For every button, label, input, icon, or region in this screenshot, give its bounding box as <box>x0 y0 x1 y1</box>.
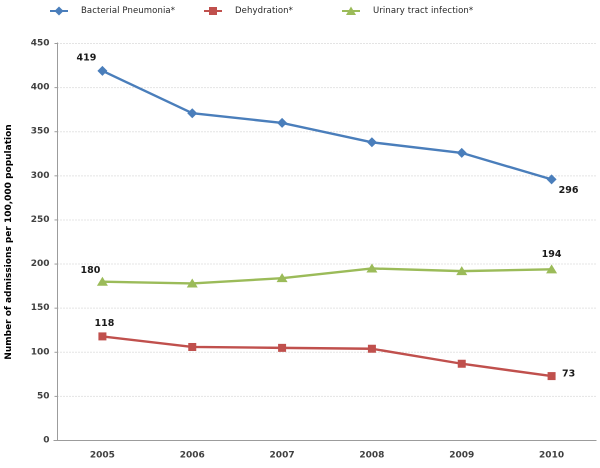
data-point-square <box>278 343 287 352</box>
y-tick-label: 50 <box>37 391 50 401</box>
y-tick-label: 300 <box>31 171 50 181</box>
data-point-diamond <box>546 174 557 185</box>
data-point-triangle <box>276 273 288 283</box>
legend-entry-urinary-tract-infection: Urinary tract infection* <box>342 5 473 17</box>
data-label: 180 <box>80 265 100 276</box>
x-tick-label: 2005 <box>90 451 115 461</box>
x-tick-label: 2007 <box>270 451 295 461</box>
legend-marker-diamond-icon <box>50 6 68 16</box>
y-tick-label: 250 <box>31 215 50 225</box>
data-point-triangle <box>456 266 468 276</box>
y-tick-label: 350 <box>31 127 50 137</box>
data-point-diamond <box>187 108 198 119</box>
legend-label-dehydration: Dehydration* <box>235 6 294 16</box>
y-tick-label: 450 <box>31 39 50 49</box>
y-tick-label: 100 <box>31 347 50 357</box>
data-point-square <box>367 344 376 353</box>
x-tick-label: 2008 <box>359 451 384 461</box>
y-tick-label: 0 <box>43 436 49 446</box>
data-label: 194 <box>542 249 562 260</box>
data-point-triangle <box>546 264 558 274</box>
data-point-square <box>457 359 466 368</box>
x-tick-label: 2006 <box>180 451 205 461</box>
data-point-diamond <box>456 147 467 158</box>
data-point-square <box>547 372 556 381</box>
data-point-diamond <box>97 65 108 76</box>
legend-entry-dehydration: Dehydration* <box>204 5 293 17</box>
legend-label-urinary-tract-infection: Urinary tract infection* <box>373 6 474 16</box>
data-label: 419 <box>76 52 96 63</box>
y-axis-title: Number of admissions per 100,000 populat… <box>4 124 14 359</box>
y-tick-label: 400 <box>31 83 50 93</box>
y-tick-label: 200 <box>31 259 50 269</box>
legend-entry-bacterial-pneumonia: Bacterial Pneumonia* <box>50 5 175 17</box>
series-line-triangle <box>101 267 553 285</box>
data-point-triangle <box>366 263 378 273</box>
data-point-diamond <box>366 137 377 148</box>
legend-marker-square-icon <box>204 7 222 15</box>
x-tick-label: 2010 <box>539 451 564 461</box>
legend-marker-triangle-icon <box>342 6 360 15</box>
data-point-triangle <box>96 276 108 286</box>
y-tick-label: 150 <box>31 303 50 313</box>
data-label: 296 <box>559 185 579 196</box>
data-point-triangle <box>186 278 198 288</box>
series-line-square <box>101 335 553 378</box>
legend-label-bacterial-pneumonia: Bacterial Pneumonia* <box>81 6 176 16</box>
series-line-diamond <box>101 69 553 181</box>
data-point-diamond <box>277 117 288 128</box>
data-point-square <box>188 342 197 351</box>
data-label: 118 <box>94 318 114 329</box>
legend: Bacterial Pneumonia* Dehydration* Urinar… <box>0 0 600 26</box>
data-point-square <box>98 332 107 341</box>
x-tick-label: 2009 <box>449 451 474 461</box>
data-label: 73 <box>562 369 575 380</box>
